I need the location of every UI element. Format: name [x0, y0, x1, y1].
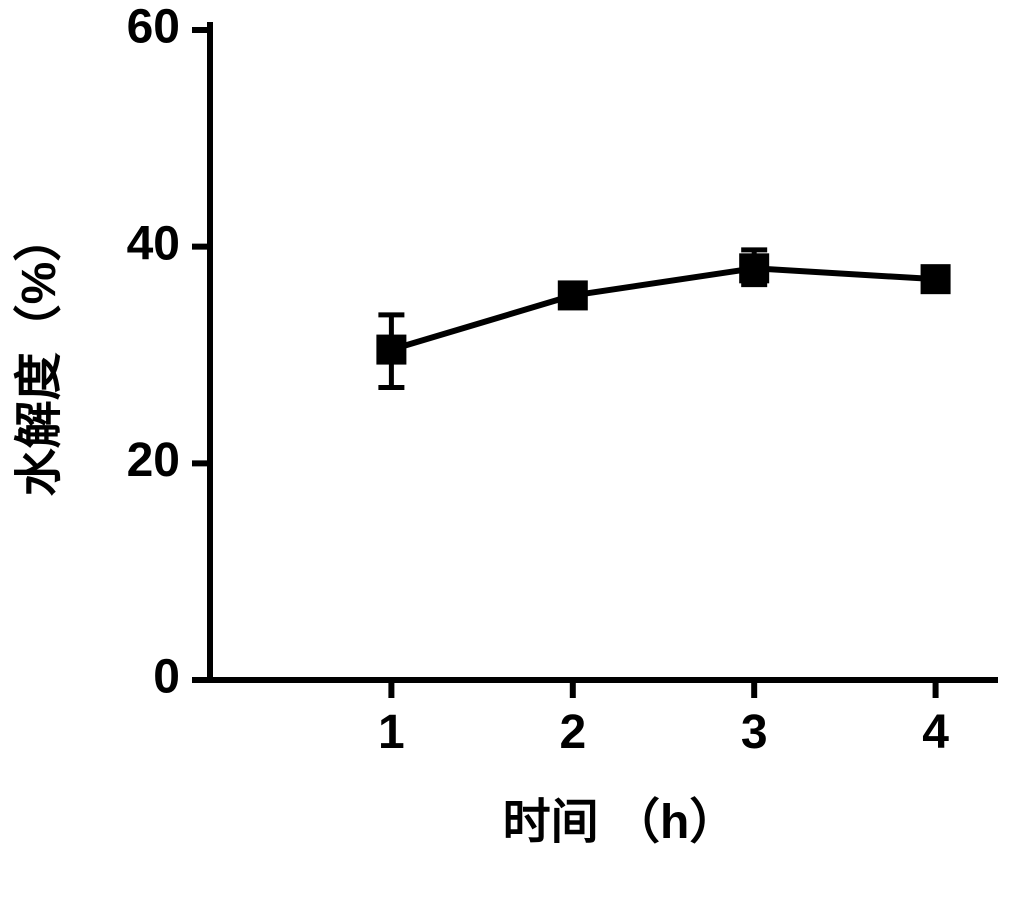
x-tick-label: 3	[741, 706, 768, 759]
y-tick-label: 0	[153, 651, 180, 704]
x-tick-label: 4	[922, 706, 949, 759]
data-marker	[739, 253, 769, 283]
x-tick-label: 1	[378, 706, 405, 759]
line-chart: 0 20 40 60 1 2 3 4 时间 （h） 水解度（%）	[0, 0, 1016, 906]
y-axis-label: 水解度（%）	[13, 214, 66, 497]
y-tick-label: 40	[127, 217, 180, 270]
y-tick-label: 20	[127, 434, 180, 487]
chart-container: 0 20 40 60 1 2 3 4 时间 （h） 水解度（%）	[0, 0, 1016, 906]
x-axis-label: 时间 （h）	[503, 796, 738, 849]
data-marker	[558, 280, 588, 310]
y-tick-label: 60	[127, 1, 180, 54]
x-tick-label: 2	[559, 706, 586, 759]
data-marker	[376, 335, 406, 365]
data-marker	[921, 264, 951, 294]
